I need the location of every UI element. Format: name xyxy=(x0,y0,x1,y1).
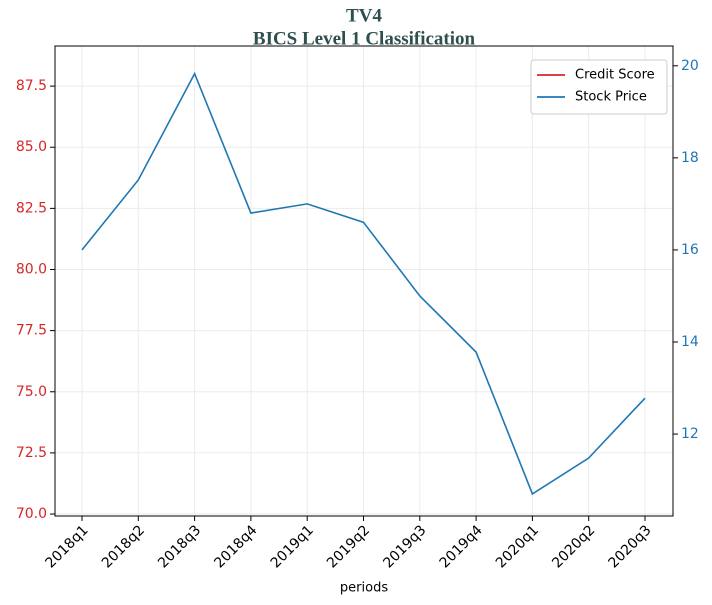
y-tick-label: 70.0 xyxy=(16,506,47,522)
x-tick-label: 2020q2 xyxy=(549,522,598,571)
y2-tick-label: 14 xyxy=(681,334,699,350)
x-axis-label: periods xyxy=(340,581,388,596)
x-tick-label: 2020q3 xyxy=(606,522,655,571)
x-tick-label: 2020q1 xyxy=(493,522,542,571)
y2-tick-label: 16 xyxy=(681,242,699,258)
y-tick-label: 72.5 xyxy=(16,445,47,461)
x-tick-label: 2019q2 xyxy=(324,522,373,571)
x-tick-label: 2018q1 xyxy=(43,522,92,571)
x-tick-label: 2018q3 xyxy=(155,522,204,571)
legend-label: Credit Score xyxy=(575,68,655,83)
y-tick-label: 80.0 xyxy=(16,262,47,278)
y2-tick-label: 20 xyxy=(681,58,699,74)
y2-tick-label: 12 xyxy=(681,426,699,442)
y-tick-label: 85.0 xyxy=(16,139,47,155)
y-tick-label: 87.5 xyxy=(16,78,47,94)
series-line xyxy=(81,71,646,496)
y-tick-label: 82.5 xyxy=(16,200,47,216)
y-tick-label: 77.5 xyxy=(16,323,47,339)
legend-box xyxy=(530,59,668,115)
legend-label: Stock Price xyxy=(575,90,647,105)
plot-frame xyxy=(54,45,674,517)
y2-tick-label: 18 xyxy=(681,150,699,166)
y-tick-label: 75.0 xyxy=(16,384,47,400)
x-tick-label: 2019q3 xyxy=(380,522,429,571)
x-tick-label: 2018q2 xyxy=(99,522,148,571)
x-tick-label: 2019q4 xyxy=(437,522,486,571)
x-tick-label: 2018q4 xyxy=(211,522,260,571)
chart-subtitle: BICS Level 1 Classification xyxy=(253,28,476,49)
chart-title: TV4 xyxy=(346,5,382,26)
x-tick-label: 2019q1 xyxy=(268,522,317,571)
